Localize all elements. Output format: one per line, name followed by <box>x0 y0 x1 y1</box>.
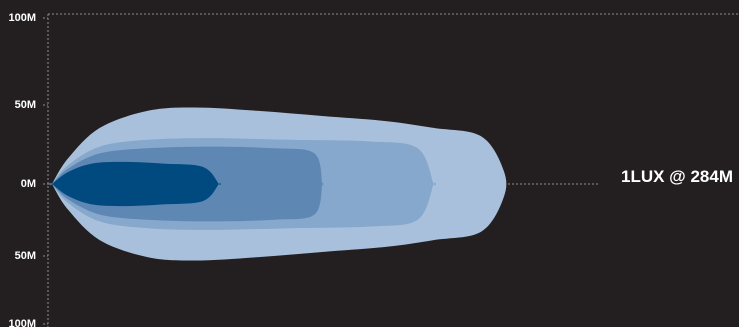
beam-layers <box>50 107 507 261</box>
y-tick-label: 100M <box>8 12 36 24</box>
y-axis-ticks: 100M 50M 0M 50M 100M <box>8 12 48 327</box>
reach-label: 1LUX @ 284M <box>621 167 733 186</box>
y-tick-label: 100M <box>8 318 36 327</box>
y-tick-label: 0M <box>21 178 36 190</box>
beam-layer-4 <box>50 161 221 207</box>
y-tick-label: 50M <box>15 250 36 262</box>
y-tick-label: 50M <box>15 99 36 111</box>
